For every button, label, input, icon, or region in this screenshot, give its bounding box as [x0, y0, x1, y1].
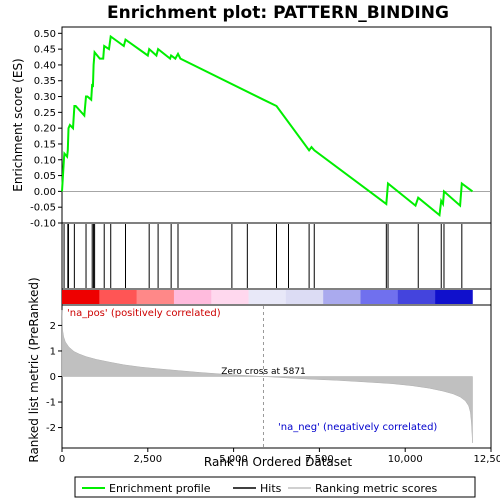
es-y-tick-label: -0.05	[30, 203, 56, 214]
es-plot-frame	[61, 26, 492, 224]
hit-marks	[63, 224, 463, 288]
x-tick-label: 5,000	[219, 454, 248, 465]
metric-y-label: Ranked list metric (PreRanked)	[27, 277, 41, 462]
es-y-tick-label: 0.25	[34, 108, 56, 119]
legend: Enrichment profile Hits Ranking metric s…	[74, 476, 476, 498]
x-tick-label: 0	[59, 454, 65, 465]
heatmap-cell	[136, 290, 175, 304]
es-y-tick-label: 0.40	[34, 60, 56, 71]
heatmap-cell	[285, 290, 324, 304]
heatmap-cell	[248, 290, 287, 304]
heatmap-cell	[397, 290, 436, 304]
x-axis-label: Rank in Ordered Dataset	[204, 455, 352, 469]
heatmap-cell	[99, 290, 137, 304]
heatmap-cell	[323, 290, 361, 304]
x-tick-label: 7,500	[305, 454, 334, 465]
heatmap-cell	[435, 290, 473, 304]
heatmap-cell	[173, 290, 212, 304]
ranked-metric-panel: -2 -1 0 1 2 'na_pos' (positively correlated)…	[27, 277, 492, 463]
heatmap-cell	[62, 290, 100, 304]
es-y-tick-label: 0.10	[34, 155, 56, 166]
es-y-tick-label: 0.15	[34, 139, 56, 150]
metric-y-tick-label: 0	[50, 372, 56, 383]
rank-heatmap-bar	[61, 288, 492, 306]
es-y-axis: -0.10 -0.05 0.00 0.05 0.10 0.15 0.20 0.25 0.30 0.…	[30, 29, 62, 230]
zero-cross-annotation: Zero cross at 5871	[221, 367, 306, 377]
es-y-tick-label: 0.05	[34, 171, 56, 182]
na-neg-annotation: 'na_neg' (negatively correlated)	[278, 422, 437, 433]
es-y-tick-label: 0.35	[34, 76, 56, 87]
es-y-tick-label: 0.00	[34, 187, 56, 198]
heatmap-cell	[211, 290, 249, 304]
na-pos-annotation: 'na_pos' (positively correlated)	[67, 308, 221, 319]
legend-metric-label: Ranking metric scores	[315, 482, 437, 495]
x-axis: 0 2,500 5,000 7,500 10,000 12,500	[59, 448, 500, 465]
es-y-tick-label: -0.10	[30, 219, 56, 230]
metric-y-tick-label: 1	[50, 346, 56, 357]
enrichment-profile-line	[61, 34, 474, 218]
metric-y-axis: -2 -1 0 1 2	[46, 321, 62, 434]
es-y-tick-label: 0.45	[34, 45, 56, 56]
legend-enrichment-label: Enrichment profile	[109, 482, 211, 495]
x-tick-label: 2,500	[133, 454, 162, 465]
chart-title: Enrichment plot: PATTERN_BINDING	[107, 3, 449, 23]
legend-box	[74, 476, 476, 498]
es-y-tick-label: 0.30	[34, 92, 56, 103]
es-y-tick-label: 0.50	[34, 29, 56, 40]
hits-panel	[61, 222, 492, 290]
metric-y-tick-label: -1	[46, 398, 56, 409]
es-panel: -0.10 -0.05 0.00 0.05 0.10 0.15 0.20 0.25 0.30 0.…	[11, 26, 492, 230]
x-tick-label: 10,000	[388, 454, 423, 465]
es-y-label: Enrichment score (ES)	[11, 58, 25, 191]
metric-y-tick-label: 2	[50, 321, 56, 332]
metric-y-tick-label: -2	[46, 423, 56, 434]
ranking-metric-area	[61, 310, 473, 443]
es-y-tick-label: 0.20	[34, 124, 56, 135]
x-tick-label: 12,500	[474, 454, 500, 465]
heatmap-cell	[360, 290, 399, 304]
legend-hits-label: Hits	[260, 482, 282, 495]
